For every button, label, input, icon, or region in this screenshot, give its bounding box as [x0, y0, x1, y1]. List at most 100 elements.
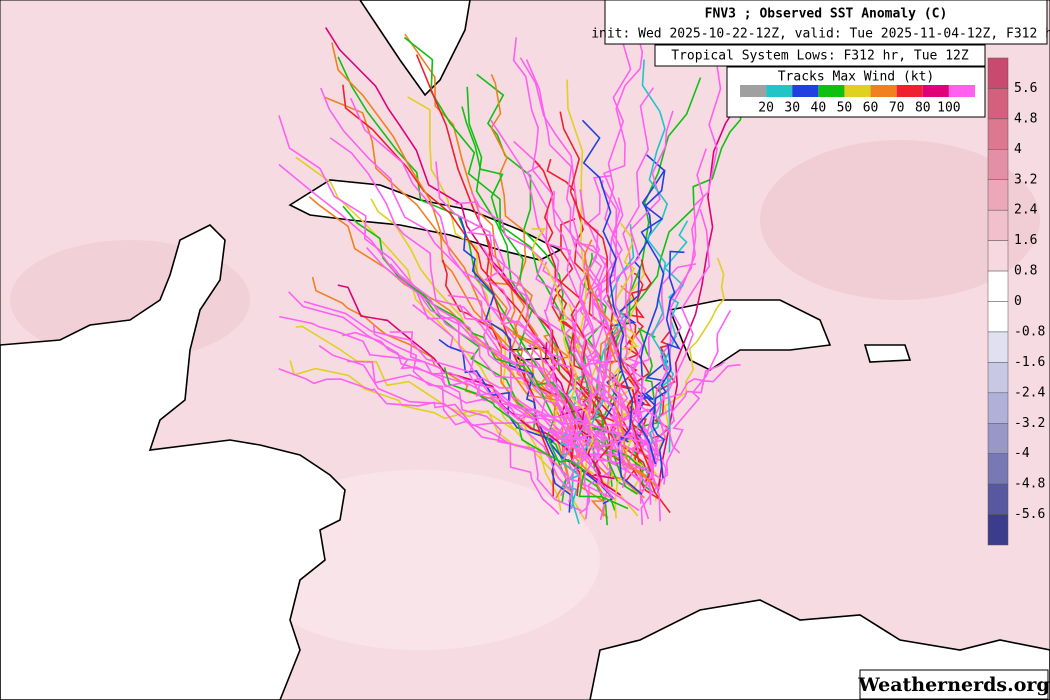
wind-label: 20 [758, 101, 774, 116]
wind-swatch [792, 85, 819, 97]
wind-legend-title: Tracks Max Wind (kt) [778, 70, 935, 85]
track [485, 237, 671, 514]
track [567, 94, 744, 446]
colorbar-cell [987, 331, 1009, 363]
colorbar-cell [987, 514, 1009, 546]
watermark: Weathernerds.org [857, 674, 1049, 696]
track [447, 294, 641, 482]
wind-swatch [818, 85, 845, 97]
colorbar-cell [987, 453, 1009, 485]
wind-swatch [766, 85, 793, 97]
colorbar-label: 0 [1014, 294, 1022, 309]
colorbar-cell [987, 209, 1009, 241]
colorbar-cell [987, 88, 1009, 120]
subtitle: init: Wed 2025-10-22-12Z, valid: Tue 202… [591, 27, 1050, 42]
track [455, 201, 608, 447]
wind-swatch [922, 85, 949, 97]
colorbar-cell [987, 423, 1009, 454]
track [435, 161, 657, 453]
colorbar-label: 0.8 [1014, 264, 1037, 279]
colorbar-label: 4.8 [1014, 111, 1037, 126]
track [512, 37, 628, 489]
track [278, 163, 609, 471]
track [583, 239, 657, 488]
track [415, 54, 555, 497]
wind-label: 100 [937, 101, 960, 116]
colorbar-label: 3.2 [1014, 172, 1037, 187]
colorbar-label: 2.4 [1014, 203, 1038, 218]
wind-label: 70 [889, 101, 905, 116]
wind-label: 80 [915, 101, 931, 116]
track [438, 338, 615, 505]
colorbar-label: -2.4 [1014, 385, 1045, 400]
watermark-box [859, 669, 1049, 700]
wind-label: 30 [784, 101, 800, 116]
tracks-box [654, 44, 986, 67]
track [372, 323, 560, 515]
track [638, 169, 666, 465]
track [342, 331, 625, 451]
colorbar: 5.6 4.8 4 3.2 2.4 1.6 0.8 0 -0.8 -1.6 -2.4 -3.2 -4 -4… [987, 57, 1045, 546]
wind-swatch [870, 85, 897, 97]
wind-swatch [740, 85, 767, 97]
track [559, 111, 652, 482]
track [349, 97, 592, 465]
colorbar-label: 5.6 [1014, 81, 1037, 96]
track [531, 228, 594, 453]
track [318, 345, 615, 500]
track [646, 220, 689, 478]
colorbar-label: -4.8 [1014, 477, 1045, 492]
track [534, 160, 612, 490]
title-box [604, 0, 1048, 45]
colorbar-cell [987, 392, 1009, 424]
wind-label: 40 [811, 101, 827, 116]
track [641, 59, 671, 453]
wind-swatch [948, 85, 975, 97]
colorbar-cell [987, 301, 1009, 333]
wind-swatch [896, 85, 923, 97]
track [542, 261, 574, 503]
colorbar-cell [987, 240, 1009, 272]
track [640, 309, 732, 525]
colorbar-label: 1.6 [1014, 233, 1037, 248]
track [651, 250, 685, 479]
colorbar-cell [987, 483, 1009, 515]
track [278, 115, 572, 493]
track [490, 119, 640, 451]
wind-legend-scale: 20 30 40 50 60 70 80 100 [740, 85, 975, 116]
title: FNV3 ; Observed SST Anomaly (C) [705, 7, 948, 22]
track [303, 300, 661, 479]
track [574, 189, 599, 520]
track [643, 41, 735, 445]
colorbar-cell [987, 118, 1009, 150]
track [476, 73, 615, 457]
track [459, 216, 572, 513]
track [331, 42, 570, 481]
wind-swatch [844, 85, 871, 97]
storm-tracks [278, 21, 744, 526]
track [599, 87, 655, 521]
colorbar-cell [987, 179, 1009, 211]
track [581, 119, 643, 496]
colorbar-label: -0.8 [1014, 324, 1045, 339]
track [647, 257, 725, 478]
colorbar-label: 4 [1014, 142, 1022, 157]
colorbar-label: -4 [1014, 446, 1030, 461]
track [544, 342, 615, 480]
track [519, 57, 667, 485]
colorbar-cell [987, 362, 1009, 394]
colorbar-cell [987, 149, 1009, 180]
tracks-title: Tropical System Lows: F312 hr, Tue 12Z [671, 49, 969, 64]
track [311, 276, 645, 499]
wind-label: 60 [863, 101, 879, 116]
colorbar-cell [987, 57, 1009, 89]
wind-label: 50 [837, 101, 853, 116]
track [573, 241, 681, 454]
colorbar-label: -1.6 [1014, 355, 1045, 370]
colorbar-cell [987, 270, 1009, 302]
track [571, 298, 661, 490]
track [466, 86, 567, 502]
track [329, 137, 573, 448]
